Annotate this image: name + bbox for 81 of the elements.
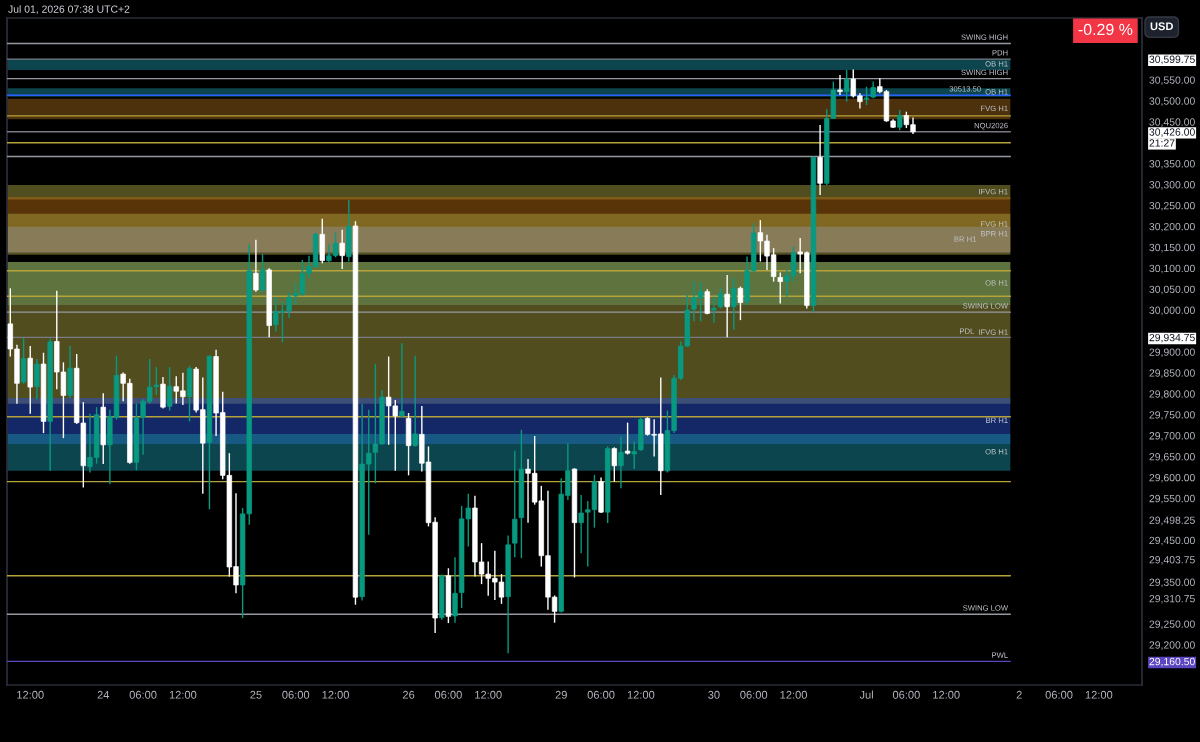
x-tick-label: 06:00 [587,690,615,699]
candlestick [259,253,266,293]
y-tick-label: 29,700.00 [1149,432,1195,441]
y-tick-label: 30,599.75 [1149,55,1195,65]
y-tick-label: 30,350.00 [1149,160,1195,169]
x-tick-label: 2 [1016,690,1022,699]
y-tick-label: 30,000.00 [1149,306,1195,316]
y-tick-label: 30,300.00 [1149,181,1195,190]
y-tick-label: 29,310.75 [1149,594,1195,604]
y-tick-label: 29,250.00 [1149,620,1195,630]
candlestick [731,277,737,331]
y-tick-label: 30,100.00 [1149,264,1195,274]
text: USD [1150,22,1173,31]
candlestick [704,288,710,315]
y-tick-label: 29,650.00 [1149,453,1195,462]
candlestick [618,435,624,490]
candlestick [631,440,637,470]
candlestick [512,449,518,559]
x-tick-label: 12:00 [322,690,350,699]
x-tick-label: 12:00 [17,690,44,699]
y-tick-label: 30,050.00 [1149,285,1195,295]
x-tick-label: 12:00 [475,690,502,699]
candlestick [611,446,617,483]
candlestick [843,69,850,103]
chart-title: Jul 01, 2026 07:38 UTC+2 [8,5,130,15]
x-tick-label: 06:00 [1045,690,1073,699]
y-tick-label: 29,200.00 [1149,641,1195,650]
candlestick [412,354,418,448]
y-tick-label: 29,498.25 [1149,516,1195,526]
x-tick-label: 12:00 [627,690,655,699]
candlestick [34,358,40,400]
y-tick-label: 29,850.00 [1149,369,1195,378]
x-tick-label: 29 [555,690,567,699]
x-tick-label: 06:00 [282,690,310,699]
y-tick-label: 29,750.00 [1149,411,1195,420]
y-tick-label: 30,250.00 [1149,201,1195,211]
y-tick-label: 29,600.00 [1149,473,1195,483]
y-tick-label: 29,800.00 [1149,390,1195,399]
candlestick [253,239,259,293]
x-tick-label: 06:00 [434,690,462,699]
y-tick-label: 30,426.00 [1149,128,1195,137]
candlestick [160,376,166,410]
y-tick-label: 29,403.75 [1149,556,1195,565]
y-tick-label: 30,450.00 [1149,118,1195,127]
candlestick [20,337,27,385]
x-tick-label: 12:00 [169,690,197,699]
y-tick-label: 30,550.00 [1149,76,1195,86]
candlestick [837,74,843,96]
y-tick-label: 29,934.75 [1149,333,1195,343]
candlestick [166,366,173,412]
x-tick-label: 30 [708,690,720,699]
y-tick-label: 29,160.50 [1149,657,1195,667]
y-tick-label: 30,500.00 [1149,97,1195,106]
candlestick [717,287,724,310]
candlestick [777,271,783,305]
y-tick-label: 29,350.00 [1149,578,1195,588]
y-tick-label: 29,900.00 [1149,348,1195,358]
x-tick-label: 12:00 [780,690,807,699]
y-tick-label: 29,450.00 [1149,536,1195,546]
y-tick-label: 30,200.00 [1149,222,1195,232]
y-tick-label: 30,150.00 [1149,243,1195,253]
x-tick-label: 24 [97,690,110,699]
candlestick [339,229,345,270]
candlestick [452,556,458,624]
y-tick-label: 29,550.00 [1149,494,1195,504]
x-tick-label: 25 [250,690,262,699]
x-tick-label: 12:00 [933,690,960,699]
x-tick-label: 06:00 [892,690,920,699]
candlestick [399,342,405,418]
candlestick [711,295,717,324]
annotation: -0.29 % [1078,23,1133,36]
candlestick [624,421,631,456]
candlestick [724,274,730,338]
x-tick-label: Jul [859,690,873,699]
candlestick [897,109,903,131]
x-tick-label: 26 [402,690,415,699]
x-tick-label: 06:00 [129,690,157,699]
text: 21:27 [1149,139,1175,147]
x-tick-label: 06:00 [740,690,768,699]
x-tick-label: 12:00 [1085,690,1113,699]
candlestick [737,285,744,321]
